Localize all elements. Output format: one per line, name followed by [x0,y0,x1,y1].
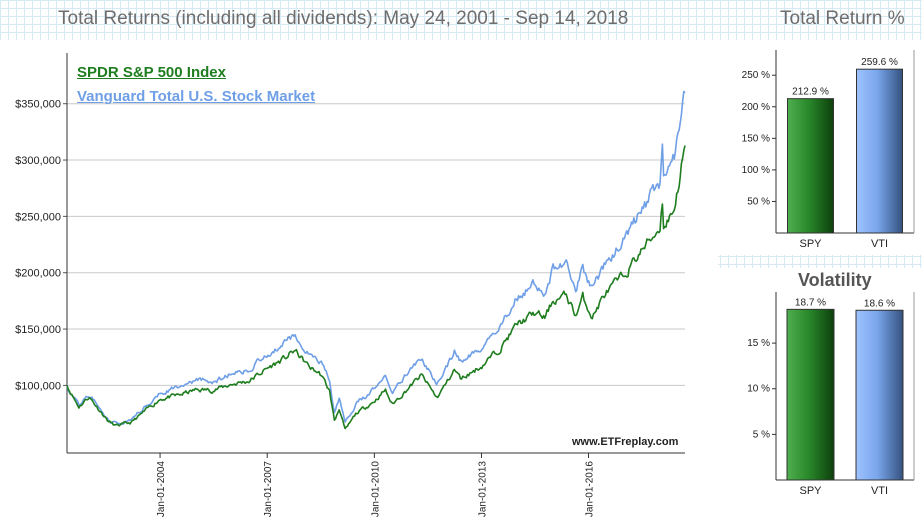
y-tick-label: 15 % [747,338,770,349]
x-tick-label: Jan-01-2010 [370,461,381,518]
y-tick-label: 10 % [747,384,770,395]
volatility-bar-chart: 5 % 10 % 15 % 18.7 % SPY 18.6 % VTI [747,292,915,497]
x-tick-label: Jan-01-2013 [477,461,488,518]
x-category-label: VTI [871,238,888,250]
legend-vti-label[interactable]: Vanguard Total U.S. Stock Market [77,88,316,105]
y-tick-label: 5 % [753,429,770,440]
bar-value-label: 212.9 % [792,87,829,98]
y-tick-label: 50 % [747,196,770,207]
y-tick-label: 100 % [742,165,770,176]
growth-line-chart: $100,000 $150,000 $200,000 $250,000 $300,000… [15,53,686,518]
chart-title: Total Returns (including all dividends):… [58,8,629,29]
x-tick-label: Jan-01-2004 [156,461,167,518]
bar-vti [856,68,903,234]
y-tick-label: 200 % [742,102,770,113]
x-tick-label: Jan-01-2016 [585,461,596,518]
volatility-title: Volatility [798,270,872,290]
y-tick-label: $100,000 [15,380,61,392]
x-tick-label: Jan-01-2007 [263,461,274,518]
main-chart-panel [0,40,718,529]
bar-value-label: 18.7 % [795,297,826,308]
y-tick-label: 250 % [742,70,770,81]
y-tick-label: $250,000 [15,211,61,223]
bar-spy [786,308,835,481]
bar-value-label: 259.6 % [861,57,898,68]
y-tick-label: $300,000 [15,155,61,167]
y-tick-label: $350,000 [15,99,61,111]
y-tick-label: 150 % [742,133,770,144]
total-return-title: Total Return % [780,8,905,29]
x-category-label: SPY [799,485,822,497]
total-return-bar-chart: 50 % 100 % 150 % 200 % 250 % 212.9 % SPY 259.6 … [742,50,915,250]
legend-spy-label[interactable]: SPDR S&P 500 Index [77,64,226,81]
x-category-label: VTI [871,485,888,497]
bar-value-label: 18.6 % [864,298,895,309]
bar-spy [787,98,834,234]
y-tick-label: $150,000 [15,324,61,336]
watermark-text: www.ETFreplay.com [572,436,679,448]
series-line-spy [66,145,686,430]
series-line-vti [66,90,686,425]
y-tick-label: $200,000 [15,268,61,280]
bar-vti [855,309,904,481]
x-category-label: SPY [799,238,822,250]
